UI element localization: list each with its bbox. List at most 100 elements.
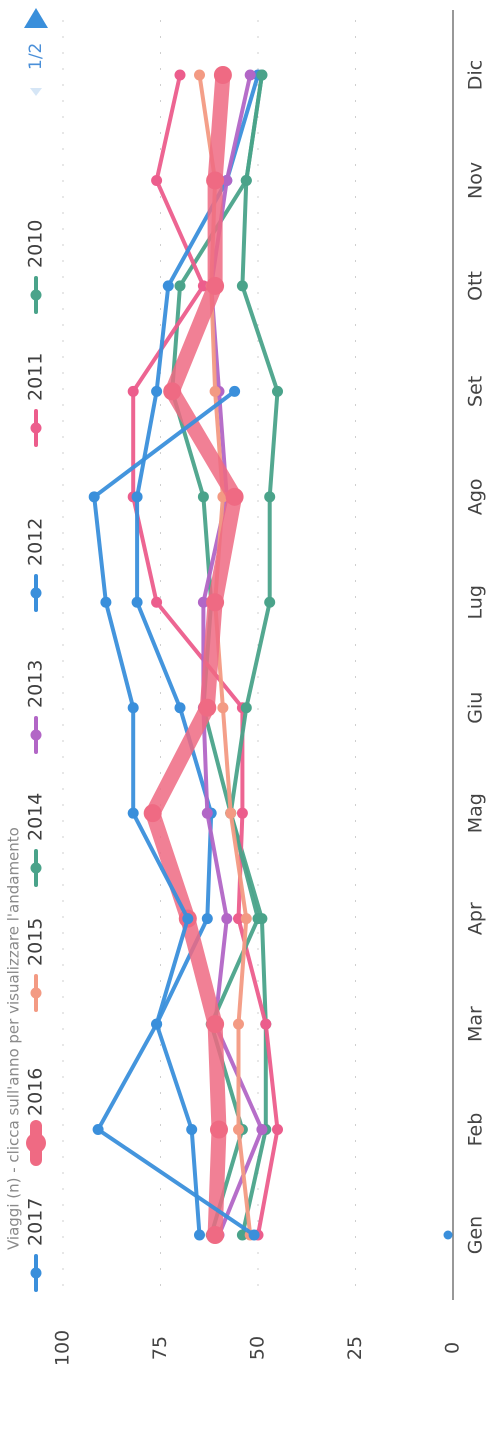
- data-point[interactable]: [151, 174, 163, 186]
- data-point[interactable]: [264, 596, 276, 608]
- series-2016[interactable]: [143, 66, 244, 1244]
- data-point[interactable]: [151, 596, 163, 608]
- legend-label[interactable]: 2012: [25, 518, 47, 566]
- x-tick-label: Ago: [465, 478, 487, 515]
- data-point[interactable]: [221, 174, 233, 186]
- data-point[interactable]: [186, 1124, 198, 1136]
- x-tick-label: Giu: [465, 692, 487, 724]
- legend[interactable]: 2017 2016 2015 2014 2013 2012 2011 2010 1/2: [24, 8, 48, 1292]
- data-point[interactable]: [233, 1018, 244, 1030]
- legend-item-2010[interactable]: 2010: [25, 220, 47, 314]
- legend-marker: [30, 987, 42, 999]
- legend-label[interactable]: 2016: [25, 1068, 47, 1116]
- axes: 0 25 50 75 100 Gen Feb Mar Apr Mag Giu Lug Ago Set Ott…: [52, 10, 487, 1366]
- data-point[interactable]: [264, 491, 276, 503]
- data-point[interactable]: [131, 491, 143, 503]
- data-point[interactable]: [229, 385, 241, 397]
- data-point[interactable]: [233, 913, 244, 925]
- data-point[interactable]: [100, 596, 112, 608]
- data-point[interactable]: [162, 280, 174, 292]
- legend-item-2016[interactable]: 2016: [25, 1068, 47, 1166]
- data-point[interactable]: [206, 276, 225, 295]
- legend-marker: [26, 1133, 46, 1153]
- series-line: [131, 73, 280, 1237]
- data-point[interactable]: [206, 1226, 225, 1244]
- data-point[interactable]: [209, 385, 221, 397]
- data-point[interactable]: [236, 1229, 248, 1241]
- data-point[interactable]: [244, 69, 256, 81]
- data-point[interactable]: [174, 280, 186, 292]
- data-point[interactable]: [127, 807, 139, 819]
- legend-item-2013[interactable]: 2013: [25, 660, 47, 754]
- data-point[interactable]: [248, 1229, 260, 1241]
- data-point[interactable]: [272, 385, 283, 397]
- data-point[interactable]: [197, 596, 209, 608]
- legend-item-2015[interactable]: 2015: [25, 918, 47, 1012]
- data-point[interactable]: [240, 702, 252, 714]
- data-point[interactable]: [127, 385, 139, 397]
- data-point[interactable]: [272, 1124, 283, 1136]
- data-point[interactable]: [256, 69, 268, 81]
- x-tick-label: Feb: [465, 1113, 487, 1147]
- legend-label[interactable]: 2014: [25, 793, 47, 841]
- chart-title: Viaggi (n) - clicca sull'anno per visual…: [5, 827, 23, 1250]
- data-point[interactable]: [225, 487, 244, 506]
- legend-marker: [30, 862, 42, 874]
- series-line: [145, 67, 243, 1243]
- legend-next-arrow-icon[interactable]: [24, 8, 48, 28]
- data-point[interactable]: [92, 1124, 104, 1136]
- data-point: [443, 1230, 453, 1240]
- data-point[interactable]: [163, 382, 182, 401]
- data-point[interactable]: [206, 1015, 225, 1034]
- data-point[interactable]: [236, 280, 248, 292]
- data-point[interactable]: [194, 69, 205, 81]
- data-point[interactable]: [256, 1124, 268, 1136]
- legend-label[interactable]: 2013: [25, 660, 47, 708]
- legend-label[interactable]: 2011: [25, 353, 47, 401]
- data-point[interactable]: [127, 702, 139, 714]
- legend-marker: [30, 422, 42, 434]
- data-point[interactable]: [174, 69, 186, 81]
- data-point[interactable]: [197, 491, 209, 503]
- legend-marker: [30, 289, 42, 301]
- data-point[interactable]: [210, 1120, 228, 1139]
- data-point[interactable]: [206, 593, 225, 612]
- data-point[interactable]: [260, 1018, 272, 1030]
- x-tick-label: Ott: [465, 271, 487, 301]
- data-point[interactable]: [194, 1229, 205, 1241]
- legend-item-2012[interactable]: 2012: [25, 518, 47, 612]
- series-2017[interactable]: [88, 385, 260, 1241]
- data-point[interactable]: [252, 913, 264, 925]
- data-point[interactable]: [233, 1124, 244, 1136]
- data-point[interactable]: [213, 66, 232, 84]
- data-point[interactable]: [198, 698, 217, 717]
- data-point[interactable]: [143, 804, 162, 823]
- data-point[interactable]: [236, 807, 248, 819]
- data-point[interactable]: [131, 596, 143, 608]
- series-line: [135, 73, 260, 1237]
- data-point[interactable]: [201, 807, 213, 819]
- legend-item-2014[interactable]: 2014: [25, 793, 47, 887]
- data-point[interactable]: [174, 702, 186, 714]
- data-point[interactable]: [225, 807, 237, 819]
- y-tick-label: 50: [247, 1336, 269, 1360]
- legend-label[interactable]: 2017: [25, 1198, 47, 1246]
- data-point[interactable]: [240, 913, 252, 925]
- legend-item-2011[interactable]: 2011: [25, 353, 47, 447]
- data-point[interactable]: [151, 385, 163, 397]
- data-point[interactable]: [221, 913, 233, 925]
- series-2011[interactable]: [127, 69, 283, 1241]
- x-tick-label: Lug: [465, 585, 487, 619]
- data-point[interactable]: [88, 491, 100, 503]
- legend-label[interactable]: 2015: [25, 918, 47, 966]
- data-point[interactable]: [182, 913, 194, 925]
- data-point[interactable]: [151, 1018, 163, 1030]
- legend-item-2017[interactable]: 2017: [25, 1198, 47, 1292]
- legend-label[interactable]: 2010: [25, 220, 47, 268]
- data-point[interactable]: [206, 171, 225, 190]
- data-point[interactable]: [201, 913, 213, 925]
- data-point[interactable]: [240, 174, 252, 186]
- data-point[interactable]: [217, 702, 229, 714]
- x-tick-label: Set: [465, 376, 487, 407]
